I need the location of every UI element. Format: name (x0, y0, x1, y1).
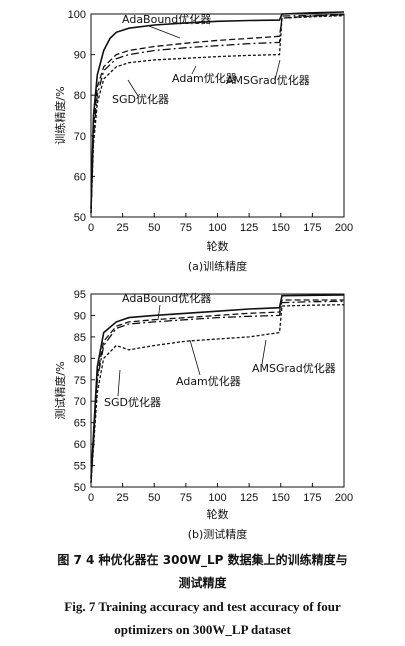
annotation-leader (127, 79, 139, 97)
figure-caption-cn-line2: 测试精度 (178, 576, 227, 590)
series-line-2 (90, 14, 345, 213)
y-tick-label: 80 (74, 90, 86, 102)
figure-caption-en-line1: Fig. 7 Training accuracy and test accura… (64, 599, 341, 614)
x-tick-label: 25 (117, 492, 129, 504)
plot-frame (90, 293, 345, 488)
y-tick-label: 60 (74, 439, 86, 451)
series-annotation: AMSGrad优化器 (252, 361, 336, 375)
series-annotation: SGD优化器 (104, 395, 161, 409)
y-tick-label: 65 (74, 418, 86, 430)
series-annotation: AdaBound优化器 (122, 12, 211, 26)
annotation-leader (189, 339, 201, 376)
y-tick-label: 70 (74, 131, 86, 143)
series-annotation: SGD优化器 (112, 92, 169, 106)
annotation-leader (191, 65, 197, 75)
y-tick-label: 75 (74, 375, 86, 387)
y-tick-label: 50 (74, 482, 86, 494)
x-tick-label: 0 (88, 492, 94, 504)
series-line-3 (90, 304, 345, 483)
x-tick-label: 50 (148, 492, 160, 504)
x-tick-label: 150 (272, 222, 290, 234)
y-axis-label: 测试精度/% (53, 361, 67, 419)
annotation-leader (261, 339, 267, 365)
y-tick-label: 90 (74, 50, 86, 62)
y-tick-label: 100 (68, 9, 86, 21)
y-tick-label: 60 (74, 171, 86, 183)
y-axis-label: 训练精度/% (53, 86, 67, 144)
series-line-1 (90, 299, 344, 483)
series-annotation: AMSGrad优化器 (226, 73, 310, 87)
x-tick-label: 200 (335, 222, 353, 234)
figure-caption-en-line2: optimizers on 300W_LP dataset (114, 622, 291, 637)
x-tick-label: 100 (208, 492, 226, 504)
annotation-leader (148, 25, 181, 39)
x-tick-label: 25 (117, 222, 129, 234)
figure-caption-cn-line1: 图 7 4 种优化器在 300W_LP 数据集上的训练精度与 (57, 553, 348, 567)
x-tick-label: 0 (88, 222, 94, 234)
chart-subtitle: (b)测试精度 (188, 527, 248, 541)
y-tick-label: 95 (74, 289, 86, 301)
y-tick-label: 85 (74, 332, 86, 344)
series-annotation: Adam优化器 (172, 71, 237, 85)
annotation-leader (274, 59, 281, 81)
x-axis-label: 轮数 (207, 507, 229, 521)
series-annotation: AdaBound优化器 (122, 291, 211, 305)
x-tick-label: 200 (335, 492, 353, 504)
series-line-0 (90, 294, 345, 479)
chart-subtitle: (a)训练精度 (188, 259, 247, 273)
annotation-leader (157, 304, 161, 321)
y-tick-label: 70 (74, 396, 86, 408)
series-annotation: Adam优化器 (176, 374, 241, 388)
y-tick-label: 80 (74, 353, 86, 365)
series-line-1 (90, 14, 345, 213)
x-axis-label: 轮数 (207, 239, 229, 253)
plot-frame (90, 13, 345, 218)
x-tick-label: 175 (303, 492, 321, 504)
training-accuracy-chart: 0 25 50 75 100 125 150 175 200 50 60 70 80 90 100 AdaBo… (53, 9, 353, 273)
y-tick-label: 55 (74, 461, 86, 473)
x-tick-label: 175 (303, 222, 321, 234)
annotation-leader (117, 369, 121, 397)
series-line-0 (90, 11, 345, 209)
test-accuracy-chart: 0 25 50 75 100 125 150 175 200 50 55 60 65 70 75 80 85 90… (53, 289, 353, 541)
x-tick-label: 100 (208, 222, 226, 234)
x-tick-label: 125 (240, 492, 258, 504)
x-tick-label: 75 (180, 492, 192, 504)
y-tick-label: 90 (74, 310, 86, 322)
series-line-3 (90, 14, 345, 213)
x-tick-label: 150 (272, 492, 290, 504)
series-line-2 (90, 300, 345, 483)
x-tick-label: 50 (148, 222, 160, 234)
x-tick-label: 125 (240, 222, 258, 234)
y-tick-label: 50 (74, 212, 86, 224)
x-tick-label: 75 (180, 222, 192, 234)
